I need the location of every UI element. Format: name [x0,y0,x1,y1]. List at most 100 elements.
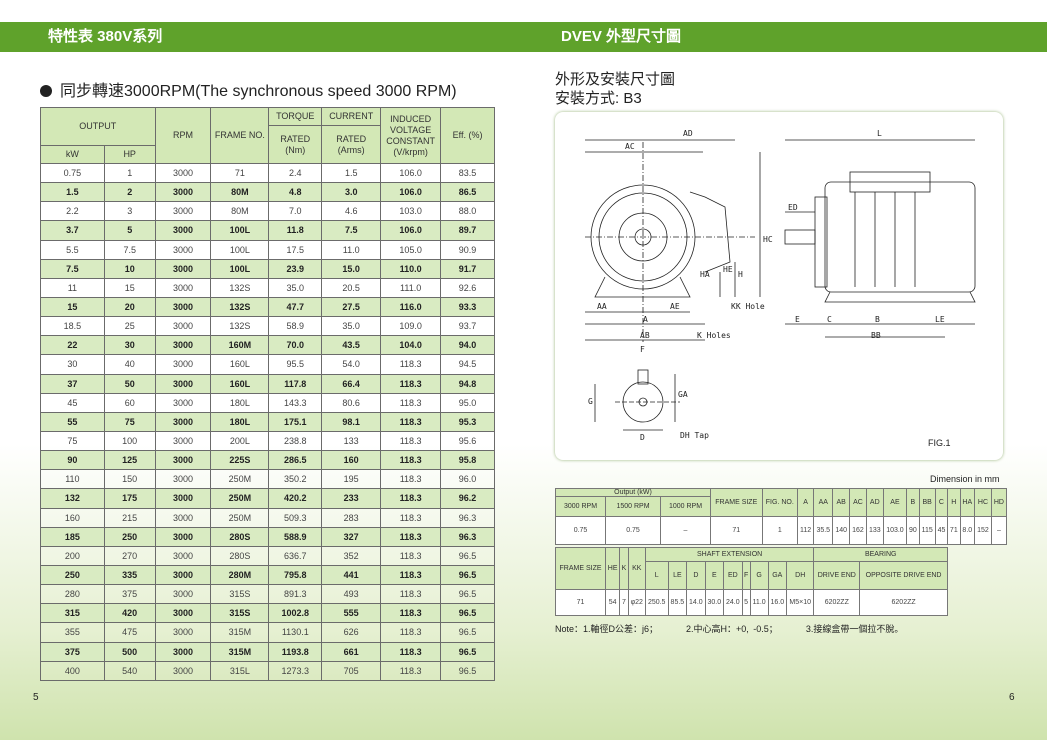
page-number-right: 6 [1009,692,1015,703]
label-d: D [640,433,645,442]
cell: 0.75 [605,516,661,545]
shaft-section [594,369,680,431]
table-cell: 18.5 [40,316,105,337]
th-dim: AD [865,488,884,517]
label-kk: KK Hole [731,302,765,311]
table-cell: 23.9 [268,258,323,279]
table-cell: 106.0 [380,220,442,241]
label-ha: HA [700,270,710,279]
label-ga: GA [678,390,688,399]
fig-label: FIG.1 [928,438,951,448]
table-cell: 96.3 [440,526,495,547]
table-cell: 15 [40,296,105,318]
dimension-table-1: Output (kW) FRAME SIZE FIG. NO. A AA AB AC AD AE… [555,488,1008,545]
table-cell: 3000 [154,450,212,471]
table-cell: 54.0 [321,354,382,375]
note-3: 3.接線盒帶一個拉不脫。 [805,624,904,634]
table-cell: 15 [103,277,156,298]
table-cell: 327 [321,526,382,547]
table-cell: 2.4 [268,162,323,184]
table-cell: 96.5 [440,564,495,586]
table-cell: 100L [210,239,270,260]
table-cell: 3000 [154,239,212,260]
th-shaft-col: D [686,561,706,590]
table-cell: 116.0 [380,296,442,318]
table-cell: 80M [210,201,270,222]
table-cell: 500 [103,641,156,662]
table-cell: 441 [321,564,382,586]
table-cell: 3000 [154,258,212,279]
table-cell: 90.9 [440,239,495,260]
th-dim: AB [832,488,851,517]
th-shaft-col: GA [767,561,788,590]
cell: 16.0 [767,589,788,616]
table-cell: 352 [321,545,382,566]
table-row: 18.5 25 3000 132S 58.9 35.0 109.0 93.7 [40,316,495,337]
table-cell: 180L [210,392,270,413]
cell: 112 [797,516,815,545]
table-cell: 636.7 [268,545,323,566]
table-cell: 3000 [154,220,212,241]
table-row: 110 150 3000 250M 350.2 195 118.3 96.0 [40,469,495,490]
table-row: 5.5 7.5 3000 100L 17.5 11.0 105.0 90.9 [40,239,495,260]
table-row: 90 125 3000 225S 286.5 160 118.3 95.8 [40,450,495,471]
table-cell: 3000 [154,507,212,528]
table-cell: 3000 [154,603,212,624]
table-cell: 270 [103,545,156,566]
th-torque: TORQUE [268,107,323,126]
th-shaft-col: E [704,561,725,590]
table-cell: 95.5 [268,354,323,375]
table-cell: 250M [210,469,270,490]
table-cell: 3.7 [40,220,105,241]
table-cell: 475 [103,622,156,643]
table-cell: 195 [321,469,382,490]
cell: 103.0 [882,516,908,545]
label-ed: ED [788,203,798,212]
table-cell: 3000 [154,469,212,490]
th-3000rpm: 3000 RPM [555,496,606,517]
table-cell: 509.3 [268,507,323,528]
mounting-type: 安裝方式: B3 [555,90,642,107]
table-cell: 3000 [154,411,212,432]
th-he: HE [605,547,621,590]
table-cell: 98.1 [321,411,382,432]
table-cell: 315S [210,603,270,624]
table-cell: 118.3 [380,411,442,432]
note-1: Note：1.軸徑D公差：j6； [555,624,659,634]
table-cell: 3.0 [321,182,382,203]
table-cell: 175 [103,488,156,509]
th-dim: HA [959,488,976,517]
th-current-rated: RATED (Arms) [321,125,382,164]
label-hc: HC [763,235,773,244]
table-cell: 420 [103,603,156,624]
th-torque-rated: RATED (Nm) [268,125,323,164]
th-dim: AE [882,488,908,517]
table-cell: 283 [321,507,382,528]
cell: 24.0 [723,589,743,616]
table-cell: 5.5 [40,239,105,260]
table-cell: 110.0 [380,258,442,279]
table-cell: 104.0 [380,335,442,356]
table-row: 2.2 3 3000 80M 7.0 4.6 103.0 88.0 [40,201,495,222]
table-cell: 1130.1 [268,622,323,643]
table-cell: 7.5 [321,220,382,241]
table-cell: 110 [40,469,105,490]
th-drive-end: DRIVE END [813,561,861,590]
table-cell: 5 [103,220,156,241]
th-kk: KK [627,547,646,590]
table-row: 185 250 3000 280S 588.9 327 118.3 96.3 [40,526,495,547]
table-cell: 118.3 [380,469,442,490]
table-cell: 118.3 [380,507,442,528]
table-cell: 315M [210,622,270,643]
cell: 90 [906,516,920,545]
th-dim: AA [813,488,834,517]
table-cell: 150 [103,469,156,490]
table-cell: 233 [321,488,382,509]
th-dim: C [934,488,949,517]
table-cell: 86.5 [440,182,495,203]
table-cell: 25 [103,316,156,337]
table-cell: 10 [103,258,156,279]
table-cell: 7.0 [268,201,323,222]
table-cell: 280S [210,545,270,566]
